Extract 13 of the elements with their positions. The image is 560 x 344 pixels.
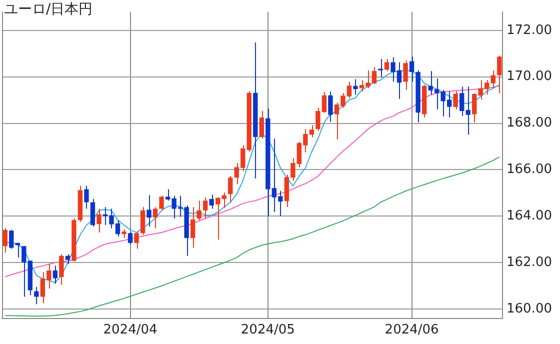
x-tick-label: 2024/05 xyxy=(240,322,295,338)
y-tick-label: 172.00 xyxy=(506,22,552,38)
x-tick-label: 2024/04 xyxy=(103,322,158,338)
y-tick-label: 162.00 xyxy=(506,255,552,270)
candlestick xyxy=(34,286,39,305)
y-tick-label: 168.00 xyxy=(506,116,552,131)
x-tick-label: 2024/06 xyxy=(384,322,439,338)
chart-title: ユーロ/日本円 xyxy=(4,2,93,18)
y-tick-label: 160.00 xyxy=(506,301,552,316)
candlestick xyxy=(378,58,383,78)
y-tick-label: 164.00 xyxy=(506,208,552,224)
y-tick-label: 166.00 xyxy=(506,162,552,178)
y-tick-label: 170.00 xyxy=(506,69,552,84)
